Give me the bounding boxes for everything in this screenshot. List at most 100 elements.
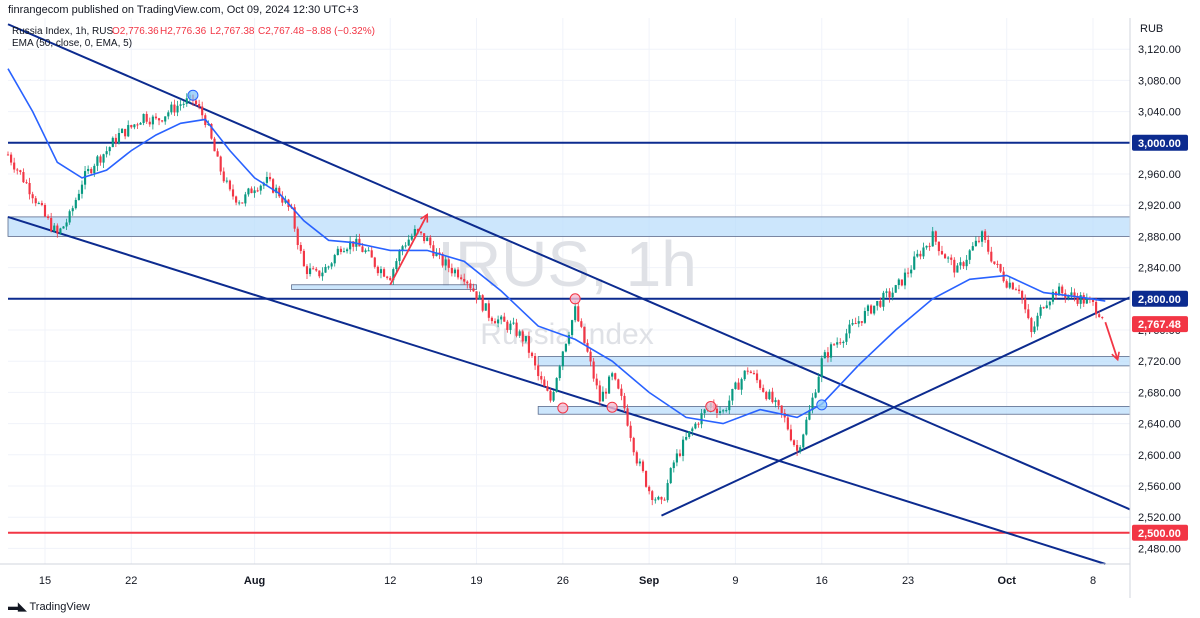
candle-body <box>595 378 598 386</box>
candle-body <box>648 486 651 492</box>
zone-rect <box>291 284 477 290</box>
candle-body <box>583 326 586 343</box>
candle-body <box>746 370 749 372</box>
candle-body <box>392 269 395 281</box>
candle-body <box>13 162 16 170</box>
y-tick-label: 2,840.00 <box>1138 263 1181 275</box>
candle-body <box>173 104 176 113</box>
candle-body <box>777 400 780 406</box>
candle-body <box>127 125 130 137</box>
candle-body <box>194 100 198 105</box>
candle-body <box>148 121 151 125</box>
candle-body <box>231 189 235 197</box>
candle-body <box>161 120 164 122</box>
candle-body <box>228 180 232 190</box>
candle-body <box>657 496 660 500</box>
arrow-head <box>420 213 429 223</box>
chart-svg[interactable]: IRUS, 1h Russia Index Russia Index, 1h, … <box>0 18 1200 598</box>
y-tick-label: 2,640.00 <box>1138 419 1181 431</box>
candle-body <box>1036 315 1039 327</box>
candle-body <box>1030 318 1033 333</box>
x-tick-label: 8 <box>1090 575 1096 587</box>
candle-body <box>379 269 383 274</box>
candle-body <box>65 222 68 227</box>
candle-body <box>820 358 823 377</box>
candle-body <box>367 250 370 252</box>
candle-body <box>789 429 793 441</box>
candle-body <box>1027 309 1030 319</box>
candle-body <box>463 278 466 282</box>
candle-body <box>1085 298 1088 304</box>
candle-body <box>68 211 71 223</box>
trendline <box>661 296 1131 517</box>
tradingview-label: TradingView <box>29 600 91 613</box>
ema-line <box>7 68 1106 425</box>
marker-circle <box>816 399 828 411</box>
symbol-line: Russia Index, 1h, RUS <box>12 26 113 37</box>
candle-body <box>438 252 441 254</box>
candle-body <box>910 269 913 274</box>
candle-body <box>426 237 429 242</box>
candle-body <box>808 410 811 420</box>
candle-body <box>198 104 201 107</box>
last-price-badge: 2,767.48 <box>1138 319 1181 331</box>
candle-body <box>651 491 654 500</box>
candle-body <box>56 225 59 234</box>
candle-body <box>472 288 475 292</box>
marker-circle <box>705 400 717 412</box>
candle-body <box>164 116 167 122</box>
candle-body <box>571 320 574 336</box>
candle-body <box>315 268 318 271</box>
candle-body <box>774 400 777 403</box>
candle-body <box>370 250 373 258</box>
candle-body <box>731 388 734 401</box>
candle-body <box>928 245 931 247</box>
y-tick-label: 2,880.00 <box>1138 231 1181 243</box>
candle-body <box>10 154 13 163</box>
candle-body <box>940 251 944 255</box>
indicator-line: EMA (50, close, 0, EMA, 5) <box>12 38 132 49</box>
candle-body <box>879 301 882 307</box>
candle-body <box>37 203 40 205</box>
candle-body <box>299 244 302 251</box>
tradingview-brand[interactable]: ▬◣ TradingView <box>8 600 91 614</box>
candle-body <box>1045 305 1048 308</box>
candle-body <box>90 168 93 174</box>
candle-body <box>826 352 830 358</box>
candle-body <box>540 376 543 380</box>
candle-body <box>475 291 478 300</box>
candle-body <box>537 365 540 377</box>
candle-body <box>722 410 725 412</box>
candle-body <box>40 203 43 205</box>
candle-body <box>308 268 312 275</box>
candle-body <box>336 248 339 256</box>
ohlc-close: C2,767.48 <box>258 26 305 37</box>
y-tick-label: 2,920.00 <box>1138 200 1181 212</box>
candle-body <box>839 342 842 344</box>
chart-area[interactable]: IRUS, 1h Russia Index Russia Index, 1h, … <box>0 18 1200 598</box>
candle-body <box>934 231 937 242</box>
candle-body <box>503 316 506 322</box>
candle-body <box>481 295 484 311</box>
candle-body <box>179 104 182 106</box>
x-tick-label: 19 <box>470 575 482 587</box>
candle-body <box>216 151 219 157</box>
candle-body <box>962 262 965 267</box>
candle-body <box>836 342 839 345</box>
candle-body <box>848 324 851 334</box>
candle-body <box>275 187 278 193</box>
candle-body <box>281 196 284 203</box>
level-badge-bg <box>1132 134 1188 151</box>
candle-body <box>1095 301 1098 315</box>
candle-body <box>1061 286 1064 294</box>
candle-body <box>543 379 546 387</box>
candle-body <box>891 292 894 298</box>
candle-body <box>50 217 53 232</box>
candle-body <box>28 182 31 195</box>
candle-body <box>413 229 416 236</box>
candle-body <box>999 264 1002 272</box>
candle-body <box>530 352 534 357</box>
candle-body <box>632 437 635 453</box>
candle-body <box>114 137 117 144</box>
x-tick-label: 16 <box>816 575 828 587</box>
